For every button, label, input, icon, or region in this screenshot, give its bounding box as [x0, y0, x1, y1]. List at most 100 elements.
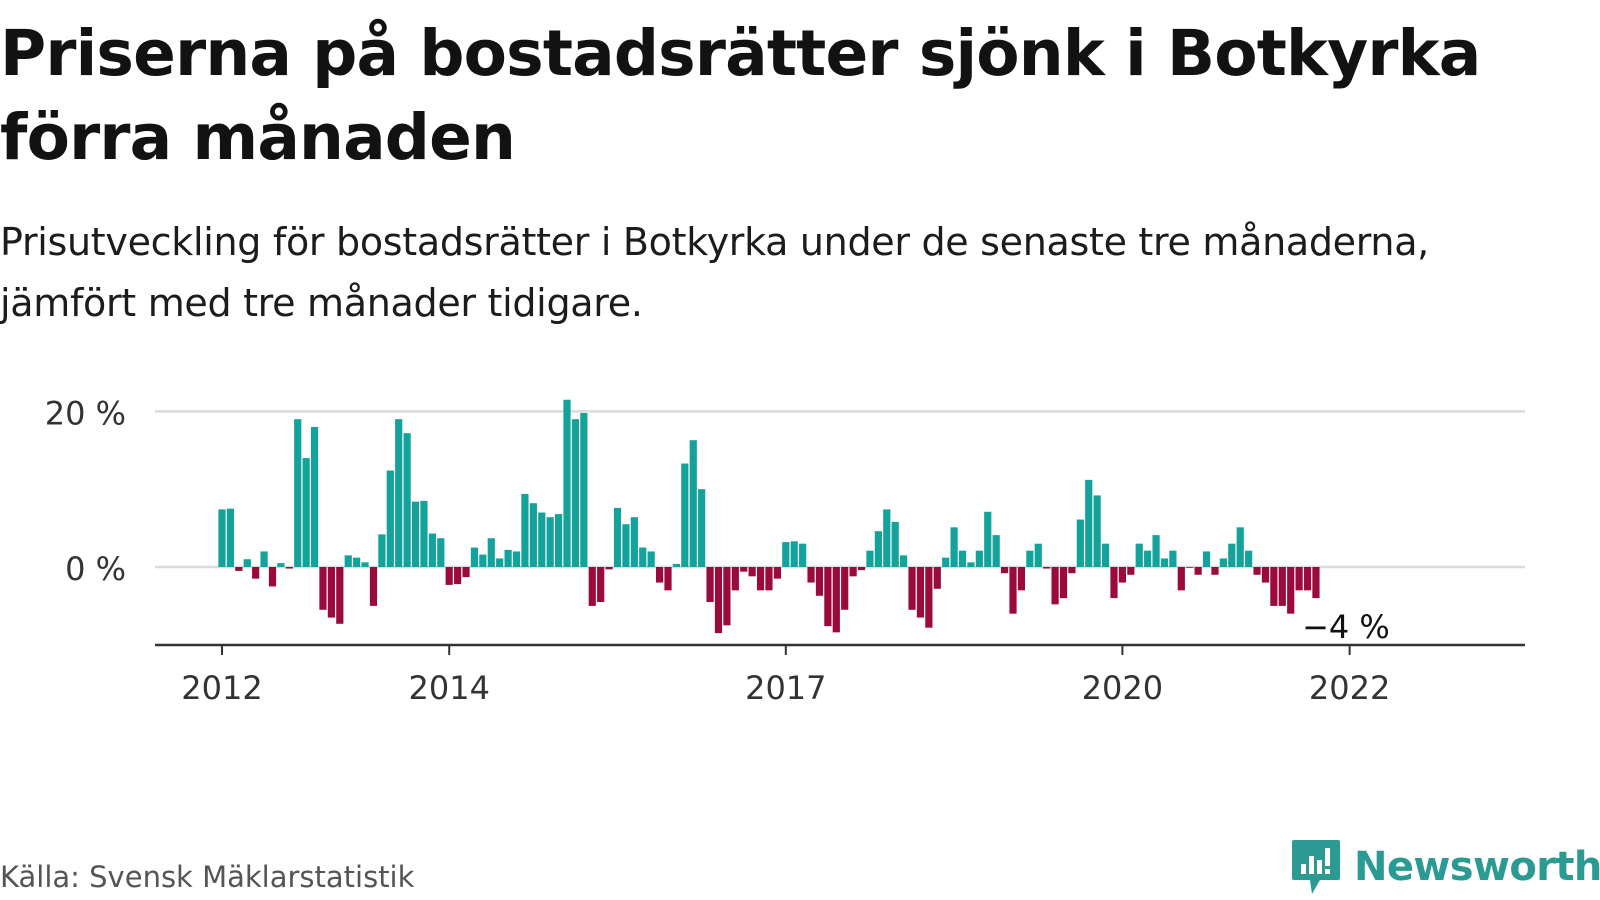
bar — [1160, 558, 1169, 567]
bar — [681, 463, 689, 567]
bar — [369, 567, 378, 606]
bar — [689, 440, 697, 567]
bar — [1152, 535, 1160, 567]
bar — [1261, 567, 1270, 583]
bar — [243, 559, 251, 567]
bar — [319, 567, 327, 610]
bar — [1228, 543, 1236, 567]
bar — [908, 567, 916, 610]
bar — [1186, 567, 1194, 568]
y-tick-label: 0 % — [65, 550, 126, 588]
bar — [1076, 519, 1084, 567]
bar — [874, 531, 882, 567]
bar — [1110, 567, 1118, 599]
bar — [832, 567, 840, 633]
bar-chart: 20 % 0 % 2012 2014 2017 2020 2022 −4 % — [45, 394, 1525, 707]
bar — [815, 567, 824, 596]
bar — [597, 567, 605, 603]
bar — [521, 493, 529, 567]
x-tick-label: 2017 — [745, 669, 826, 707]
bar — [386, 470, 394, 567]
last-value-label: −4 % — [1302, 608, 1390, 646]
bar — [327, 567, 335, 618]
bar — [403, 433, 411, 567]
bar — [866, 550, 874, 567]
bar — [773, 567, 781, 579]
x-tick-label: 2014 — [408, 669, 489, 707]
bar — [1169, 550, 1177, 567]
bar — [950, 527, 958, 567]
bar — [1312, 567, 1320, 599]
bar — [992, 535, 1000, 567]
bar — [588, 567, 596, 606]
bar — [496, 558, 504, 567]
bar — [672, 563, 681, 567]
bar — [1051, 567, 1059, 605]
bar — [1287, 567, 1295, 614]
bar — [1068, 567, 1076, 574]
bar — [546, 517, 554, 567]
bar — [765, 567, 773, 591]
bar — [1219, 558, 1227, 567]
bar — [563, 399, 571, 567]
bar — [571, 419, 580, 567]
bar — [1295, 567, 1303, 591]
bar — [664, 567, 672, 591]
bar — [378, 534, 386, 567]
bars — [218, 399, 1320, 634]
bar — [260, 551, 268, 567]
x-tick-label: 2020 — [1082, 669, 1163, 707]
brand-logo: Newsworthy — [1290, 838, 1600, 896]
bar — [336, 567, 344, 624]
bar — [900, 555, 908, 567]
bar — [285, 567, 293, 569]
bar — [748, 567, 756, 577]
bar — [1135, 543, 1143, 567]
bar — [428, 533, 436, 567]
bar — [504, 549, 512, 567]
chart-subtitle: Prisutveckling för bostadsrätter i Botky… — [0, 220, 1429, 325]
bar — [1059, 567, 1068, 599]
bar — [1101, 543, 1110, 567]
gridlines — [155, 410, 1525, 569]
x-tick-label: 2012 — [181, 669, 262, 707]
bar — [1017, 567, 1026, 591]
bar — [841, 567, 849, 610]
bar — [1278, 567, 1286, 606]
bar — [1236, 527, 1244, 567]
bar — [782, 542, 790, 567]
bar — [302, 458, 310, 567]
bar — [437, 538, 445, 567]
bar — [1177, 567, 1185, 591]
bar — [512, 551, 521, 567]
bar — [218, 509, 226, 567]
bar — [975, 550, 983, 567]
bar — [529, 503, 537, 567]
bar — [1270, 567, 1278, 606]
bar — [605, 567, 613, 570]
bar — [756, 567, 765, 591]
bar — [790, 541, 798, 567]
bar — [942, 557, 950, 567]
bar — [849, 567, 857, 577]
bar — [883, 509, 891, 567]
bar — [1026, 550, 1034, 567]
bar — [1253, 567, 1261, 575]
bar — [1000, 567, 1009, 574]
bar — [799, 543, 807, 567]
bar — [462, 567, 470, 578]
bar — [698, 489, 706, 567]
bar — [1127, 567, 1135, 575]
bar — [470, 547, 479, 567]
labels: 20 % 0 % 2012 2014 2017 2020 2022 −4 % — [45, 394, 1394, 707]
bar — [807, 567, 815, 583]
bar — [857, 567, 866, 571]
axes — [155, 643, 1525, 655]
bar — [731, 567, 739, 591]
bar — [647, 551, 655, 567]
bar — [740, 567, 748, 572]
bar — [1043, 567, 1051, 569]
bar — [555, 514, 563, 567]
y-tick-label: 20 % — [45, 394, 126, 432]
bar — [344, 555, 352, 567]
